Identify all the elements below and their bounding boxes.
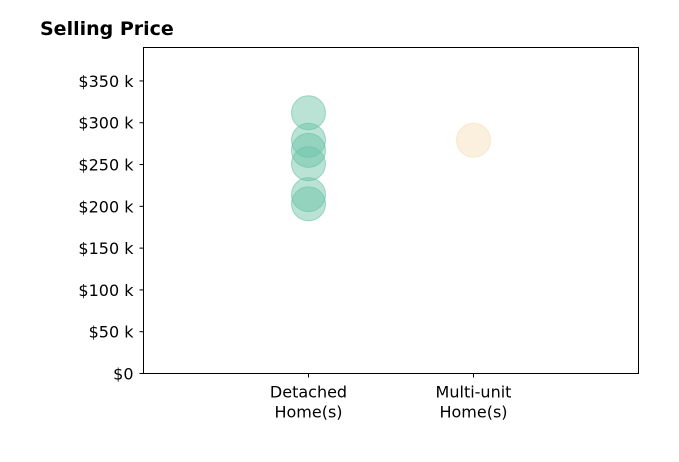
x-tick-label: Home(s)	[274, 403, 342, 422]
data-point	[291, 95, 326, 131]
plot-area-frame	[143, 47, 639, 374]
y-tick-label: $150 k	[78, 239, 134, 258]
data-point	[291, 132, 326, 168]
data-point	[291, 146, 326, 182]
x-tick-label: Home(s)	[439, 403, 507, 422]
data-point	[456, 122, 491, 158]
y-tick-label: $100 k	[78, 281, 134, 300]
y-tick-label: $200 k	[78, 197, 134, 216]
y-tick-label: $350 k	[78, 72, 134, 91]
data-point	[291, 186, 326, 222]
y-tick-label: $50 k	[89, 323, 135, 342]
y-axis: $0 $50 k $100 k $150 k $200 k $250 k $300 k $35…	[78, 72, 144, 384]
y-tick-label: $0	[113, 365, 133, 384]
data-points	[291, 95, 491, 222]
x-tick-label: Multi-unit	[436, 383, 512, 402]
x-tick-label: Detached	[270, 383, 347, 402]
y-tick-label: $250 k	[78, 156, 134, 175]
chart-title: Selling Price	[40, 18, 174, 40]
data-point	[291, 177, 326, 213]
y-tick-label: $300 k	[78, 114, 134, 133]
